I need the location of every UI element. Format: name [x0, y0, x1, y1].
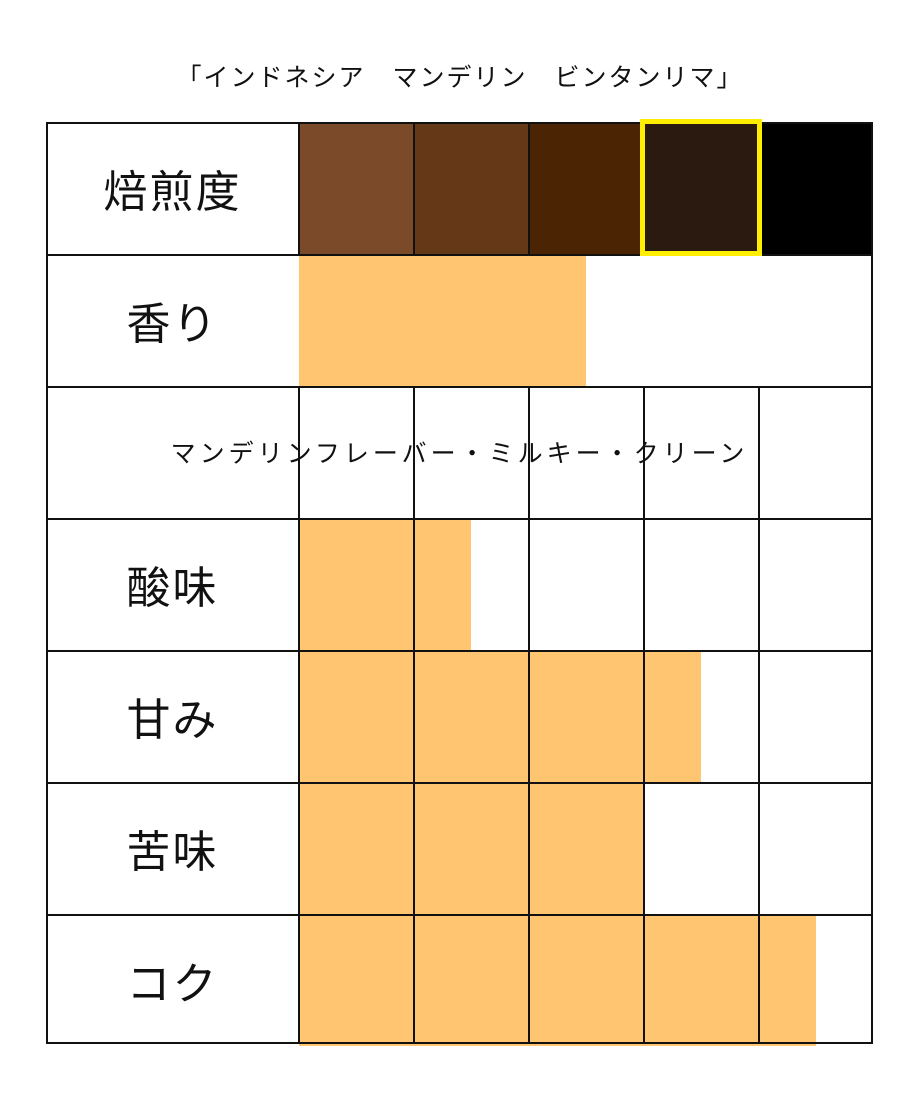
grid-line-vertical [298, 122, 300, 254]
sweetness-bar [299, 650, 701, 782]
grid-line-horizontal [46, 386, 873, 388]
grid-line-horizontal [46, 650, 873, 652]
grid-line-vertical [298, 518, 300, 650]
grid-line-vertical [758, 914, 760, 1044]
flavor-chart: 焙煎度 香り マンデリンフレーバー・ミルキー・クリーン 酸味 甘み 苦味 コク [46, 119, 873, 1046]
grid-line-vertical [528, 650, 530, 782]
selected-roast-highlight [640, 119, 762, 256]
body-label: コク [126, 959, 219, 1010]
grid-line-vertical [298, 650, 300, 782]
body-row: コク [46, 914, 873, 1046]
body-bar [299, 914, 816, 1046]
roast-level-5 [759, 122, 873, 254]
roast-label: 焙煎度 [103, 167, 242, 218]
grid-line-vertical [46, 122, 48, 1044]
sweetness-row: 甘み [46, 650, 873, 782]
grid-line-vertical [758, 386, 760, 518]
grid-line-horizontal [46, 254, 873, 256]
grid-line-horizontal [46, 914, 873, 916]
roast-level-1 [299, 122, 414, 254]
grid-line-vertical [758, 650, 760, 782]
grid-line-vertical [643, 782, 645, 914]
acidity-label: 酸味 [126, 563, 219, 614]
grid-line-vertical [643, 386, 645, 518]
sweetness-label: 甘み [126, 695, 219, 746]
grid-line-vertical [413, 386, 415, 518]
aroma-row: 香り [46, 254, 873, 386]
flavor-note-row: マンデリンフレーバー・ミルキー・クリーン [46, 386, 873, 518]
grid-line-vertical [413, 518, 415, 650]
grid-line-vertical [298, 914, 300, 1044]
grid-line-vertical [643, 518, 645, 650]
aroma-label: 香り [126, 299, 219, 350]
bitterness-row: 苦味 [46, 782, 873, 914]
grid-line-vertical [413, 782, 415, 914]
grid-line-vertical [298, 782, 300, 914]
grid-line-vertical [413, 650, 415, 782]
grid-line-vertical [528, 914, 530, 1044]
grid-line-vertical [643, 914, 645, 1044]
grid-line-vertical [298, 386, 300, 518]
roast-row: 焙煎度 [46, 122, 873, 254]
grid-line-vertical [413, 914, 415, 1044]
bitterness-label: 苦味 [126, 827, 219, 878]
grid-line-vertical [871, 122, 873, 1044]
roast-level-3 [529, 122, 644, 254]
acidity-row: 酸味 [46, 518, 873, 650]
roast-level-4 [644, 122, 759, 254]
grid-line-vertical [528, 122, 530, 254]
grid-line-vertical [758, 782, 760, 914]
grid-line-vertical [528, 518, 530, 650]
roast-level-2 [414, 122, 529, 254]
acidity-bar [299, 518, 471, 650]
grid-line-vertical [643, 650, 645, 782]
grid-line-horizontal [46, 122, 873, 124]
flavor-note: マンデリンフレーバー・ミルキー・クリーン [170, 439, 749, 468]
grid-line-horizontal [46, 518, 873, 520]
grid-line-horizontal [46, 1042, 873, 1044]
grid-line-vertical [528, 782, 530, 914]
aroma-bar [299, 254, 586, 386]
chart-title: 「インドネシア マンデリン ビンタンリマ」 [176, 63, 744, 92]
grid-line-vertical [413, 122, 415, 254]
grid-line-vertical [758, 518, 760, 650]
bitterness-bar [299, 782, 643, 914]
grid-line-horizontal [46, 782, 873, 784]
grid-line-vertical [528, 386, 530, 518]
